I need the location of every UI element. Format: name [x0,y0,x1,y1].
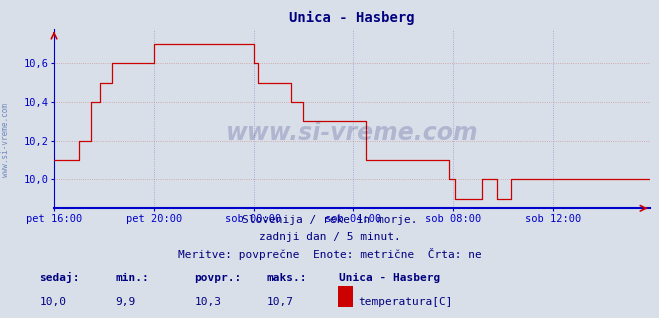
Text: zadnji dan / 5 minut.: zadnji dan / 5 minut. [258,232,401,242]
Text: Slovenija / reke in morje.: Slovenija / reke in morje. [242,215,417,225]
Text: sedaj:: sedaj: [40,273,80,283]
Text: Meritve: povprečne  Enote: metrične  Črta: ne: Meritve: povprečne Enote: metrične Črta:… [178,248,481,259]
Text: maks.:: maks.: [267,273,307,283]
Text: 10,3: 10,3 [194,297,221,307]
Text: povpr.:: povpr.: [194,273,242,283]
Text: min.:: min.: [115,273,149,283]
Text: Unica - Hasberg: Unica - Hasberg [339,273,441,283]
Text: temperatura[C]: temperatura[C] [358,297,452,307]
Text: 10,0: 10,0 [40,297,67,307]
Text: www.si-vreme.com: www.si-vreme.com [1,103,10,177]
Text: 10,7: 10,7 [267,297,294,307]
Title: Unica - Hasberg: Unica - Hasberg [289,10,415,25]
Text: www.si-vreme.com: www.si-vreme.com [226,121,478,145]
Text: 9,9: 9,9 [115,297,136,307]
